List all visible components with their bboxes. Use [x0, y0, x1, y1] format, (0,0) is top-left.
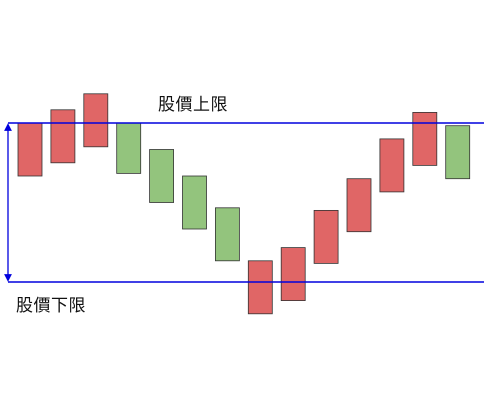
- candle-2: [50, 109, 76, 164]
- candle-9: [280, 247, 306, 302]
- candle-7: [214, 207, 240, 262]
- candle-3: [83, 93, 109, 148]
- candle-5: [149, 149, 175, 203]
- candle-4: [116, 122, 142, 174]
- upper-limit-label: 股價上限: [158, 95, 228, 115]
- candle-8: [247, 260, 273, 315]
- candle-12: [379, 138, 405, 193]
- candles-group: [17, 93, 471, 315]
- candle-14: [445, 125, 471, 180]
- candle-6: [182, 175, 207, 230]
- candle-1: [17, 122, 43, 177]
- price-level-lines: [8, 122, 484, 283]
- candle-11: [346, 178, 372, 233]
- lower-limit-label: 股價下限: [16, 296, 86, 316]
- candle-13: [412, 112, 438, 166]
- candle-10: [313, 209, 339, 264]
